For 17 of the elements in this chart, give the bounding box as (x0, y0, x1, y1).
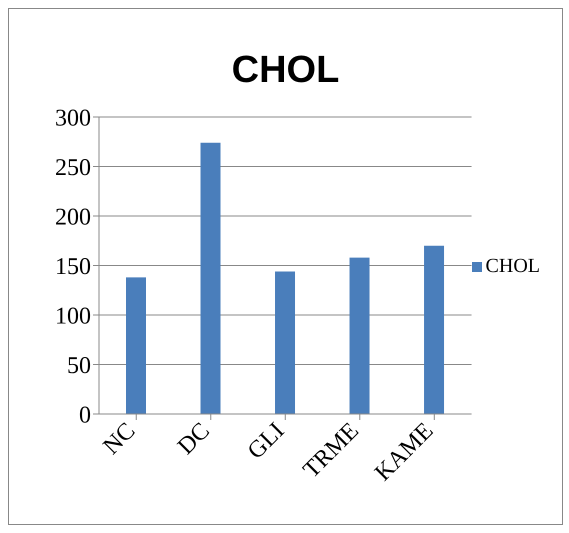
bar (275, 271, 296, 414)
bar (126, 277, 146, 414)
x-tick-label: DC (173, 418, 216, 460)
y-tick-label: 50 (67, 353, 91, 380)
y-tick-label: 200 (55, 204, 91, 231)
y-tick-label: 150 (55, 254, 91, 280)
y-tick-label: 100 (55, 304, 91, 330)
x-tick-label: GLI (242, 418, 290, 465)
x-tick-label: NC (98, 418, 140, 460)
bar (350, 258, 370, 414)
bar (200, 142, 221, 414)
y-tick-label: 0 (79, 402, 91, 429)
bar (424, 246, 444, 414)
y-tick-label: 250 (55, 155, 91, 182)
y-tick-label: 300 (55, 106, 91, 132)
legend-label: CHOL (486, 255, 540, 277)
chart-title: CHOL (230, 49, 340, 92)
